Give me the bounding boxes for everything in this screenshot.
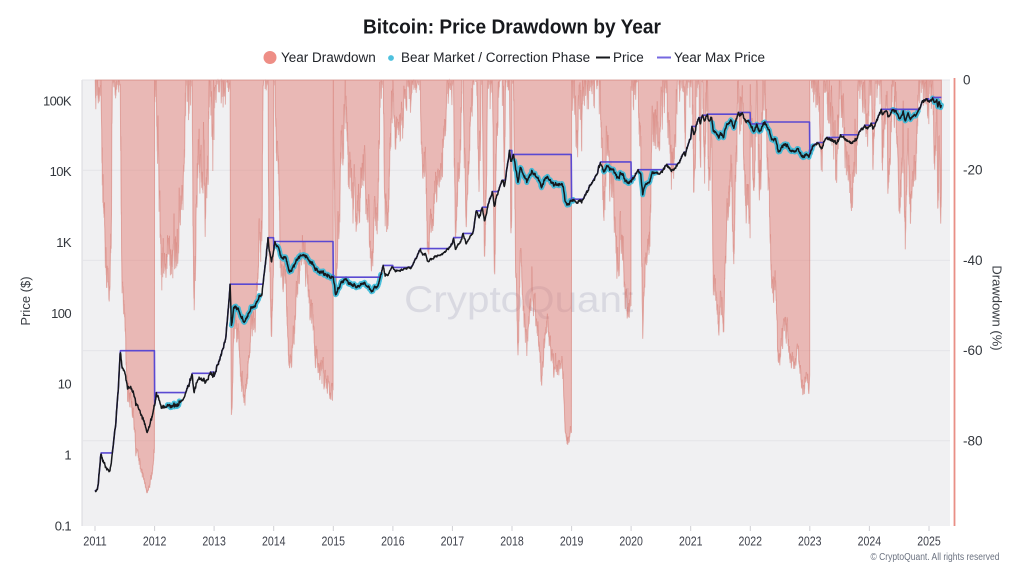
svg-text:Price: Price [613, 50, 644, 65]
svg-text:2015: 2015 [322, 534, 346, 549]
svg-text:100: 100 [51, 306, 71, 321]
svg-text:-20: -20 [963, 163, 983, 178]
svg-text:Drawdown (%): Drawdown (%) [990, 265, 1005, 350]
svg-text:Year Max Price: Year Max Price [674, 50, 765, 65]
svg-text:0: 0 [963, 73, 971, 88]
svg-text:Price ($): Price ($) [18, 276, 33, 325]
svg-text:0.1: 0.1 [55, 518, 72, 533]
svg-text:10: 10 [58, 377, 72, 392]
svg-text:1K: 1K [56, 235, 72, 250]
svg-text:2023: 2023 [798, 534, 822, 549]
svg-text:1: 1 [64, 447, 71, 462]
svg-text:CryptoQuant: CryptoQuant [404, 279, 634, 320]
svg-text:100K: 100K [43, 93, 72, 108]
svg-text:-60: -60 [963, 343, 983, 358]
svg-text:2012: 2012 [143, 534, 167, 549]
svg-text:2011: 2011 [83, 534, 107, 549]
svg-text:Bitcoin: Price Drawdown by Yea: Bitcoin: Price Drawdown by Year [363, 17, 661, 39]
svg-text:2022: 2022 [739, 534, 763, 549]
svg-text:2019: 2019 [560, 534, 584, 549]
svg-text:© CryptoQuant. All rights rese: © CryptoQuant. All rights reserved [871, 552, 1000, 563]
svg-text:2020: 2020 [619, 534, 643, 549]
svg-text:-80: -80 [963, 433, 983, 448]
svg-text:2014: 2014 [262, 534, 286, 549]
svg-text:2016: 2016 [381, 534, 405, 549]
svg-text:2013: 2013 [202, 534, 226, 549]
svg-text:2017: 2017 [441, 534, 465, 549]
svg-text:2021: 2021 [679, 534, 703, 549]
svg-text:Bear Market / Correction Phase: Bear Market / Correction Phase [401, 50, 590, 65]
svg-text:2025: 2025 [917, 534, 941, 549]
svg-text:2018: 2018 [500, 534, 524, 549]
svg-text:10K: 10K [50, 164, 72, 179]
svg-text:2024: 2024 [858, 534, 882, 549]
svg-text:Year Drawdown: Year Drawdown [281, 50, 376, 65]
svg-text:-40: -40 [963, 253, 983, 268]
